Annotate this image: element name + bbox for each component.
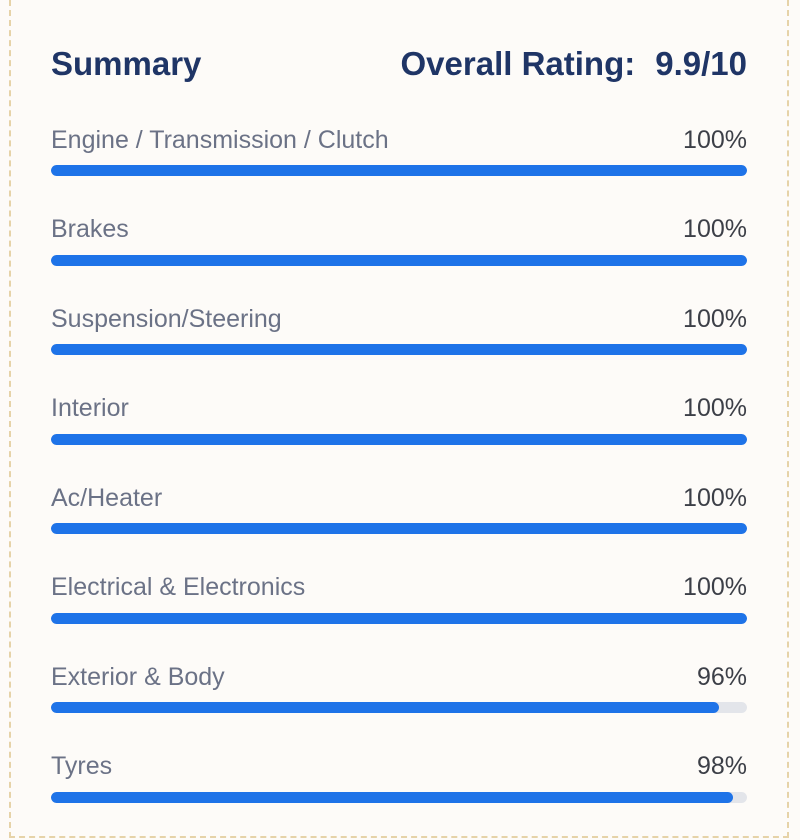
- category-percent: 100%: [683, 483, 747, 512]
- progress-track: [51, 791, 747, 803]
- category-label: Brakes: [51, 215, 129, 243]
- summary-header: Summary Overall Rating: 9.9/10: [51, 42, 747, 86]
- category-label: Tyres: [51, 752, 113, 780]
- category-label: Interior: [51, 394, 129, 422]
- category-list: Engine / Transmission / Clutch 100% Brak…: [51, 122, 747, 838]
- category-percent: 100%: [683, 573, 747, 601]
- category-percent: 100%: [683, 125, 747, 154]
- category-row-engine: Engine / Transmission / Clutch 100%: [51, 122, 747, 212]
- category-row-electrical: Electrical & Electronics 100%: [51, 570, 747, 660]
- category-label: Suspension/Steering: [51, 304, 282, 333]
- category-row-ac-heater: Ac/Heater 100%: [51, 480, 747, 570]
- category-row-tyres: Tyres 98%: [51, 749, 747, 839]
- progress-track: [51, 433, 747, 445]
- category-label: Exterior & Body: [51, 662, 225, 691]
- progress-track: [51, 702, 747, 713]
- progress-fill: [51, 254, 747, 266]
- progress-track: [51, 254, 747, 266]
- progress-fill: [51, 165, 747, 176]
- progress-fill: [51, 433, 747, 445]
- progress-track: [51, 165, 747, 176]
- progress-fill: [51, 791, 734, 803]
- progress-fill: [51, 523, 747, 534]
- category-row-interior: Interior 100%: [51, 391, 747, 481]
- category-percent: 100%: [683, 215, 747, 243]
- category-percent: 98%: [696, 752, 747, 780]
- category-percent: 100%: [683, 394, 747, 422]
- progress-track: [51, 344, 747, 355]
- summary-title: Summary: [51, 45, 202, 82]
- category-row-exterior: Exterior & Body 96%: [51, 659, 747, 749]
- overall-rating-value: 9.9/10: [655, 45, 747, 82]
- progress-fill: [51, 702, 720, 713]
- progress-fill: [51, 612, 747, 624]
- overall-rating: Overall Rating: 9.9/10: [401, 45, 747, 83]
- progress-track: [51, 612, 747, 624]
- progress-fill: [51, 344, 747, 355]
- summary-card: Summary Overall Rating: 9.9/10 Engine / …: [9, 0, 789, 838]
- progress-track: [51, 523, 747, 534]
- category-label: Engine / Transmission / Clutch: [51, 125, 389, 154]
- category-label: Electrical & Electronics: [51, 573, 306, 601]
- category-row-brakes: Brakes 100%: [51, 212, 747, 302]
- category-label: Ac/Heater: [51, 483, 163, 512]
- category-percent: 100%: [683, 304, 747, 333]
- overall-rating-label: Overall Rating:: [400, 45, 636, 82]
- category-row-suspension: Suspension/Steering 100%: [51, 301, 747, 391]
- category-percent: 96%: [696, 662, 747, 691]
